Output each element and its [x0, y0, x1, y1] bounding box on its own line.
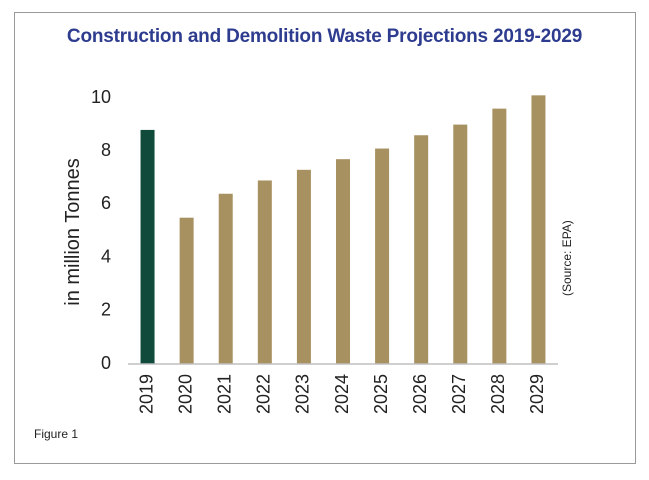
x-tick-label: 2028 [488, 374, 508, 414]
y-tick-label: 0 [101, 353, 111, 373]
y-tick-label: 10 [91, 87, 111, 107]
x-tick-label: 2027 [449, 374, 469, 414]
bars-group [140, 95, 546, 364]
y-axis-ticks: 0 2 4 6 8 10 [91, 87, 111, 373]
x-tick-label: 2029 [527, 374, 547, 414]
x-tick-label: 2022 [254, 374, 274, 414]
y-tick-label: 6 [101, 193, 111, 213]
bar-2022 [257, 180, 272, 364]
x-tick-label: 2026 [410, 374, 430, 414]
bar-2025 [375, 148, 390, 364]
x-tick-label: 2019 [136, 374, 156, 414]
bar-2020 [179, 217, 194, 364]
bar-2024 [336, 159, 350, 364]
y-axis-label: in million Tonnes [62, 158, 84, 306]
chart-title: Construction and Demolition Waste Projec… [66, 26, 583, 47]
y-tick-label: 2 [101, 300, 111, 320]
bar-2029 [531, 95, 546, 364]
bar-2019 [140, 129, 155, 364]
bar-2023 [296, 169, 311, 364]
figure-caption: Figure 1 [34, 427, 79, 441]
x-tick-label: 2023 [293, 374, 313, 414]
bar-2026 [414, 135, 429, 364]
bar-2028 [492, 108, 507, 364]
y-tick-label: 8 [101, 140, 111, 160]
bar-2021 [218, 193, 233, 364]
x-tick-label: 2021 [214, 374, 234, 414]
x-axis-ticks: 2019 2020 2021 2022 2023 2024 2025 2026 2027 2028… [136, 374, 547, 414]
bar-2027 [453, 124, 468, 364]
x-tick-label: 2025 [371, 374, 391, 414]
source-note: (Source: EPA) [560, 220, 574, 296]
y-tick-label: 4 [101, 246, 111, 266]
x-tick-label: 2020 [175, 374, 195, 414]
x-tick-label: 2024 [332, 374, 352, 414]
